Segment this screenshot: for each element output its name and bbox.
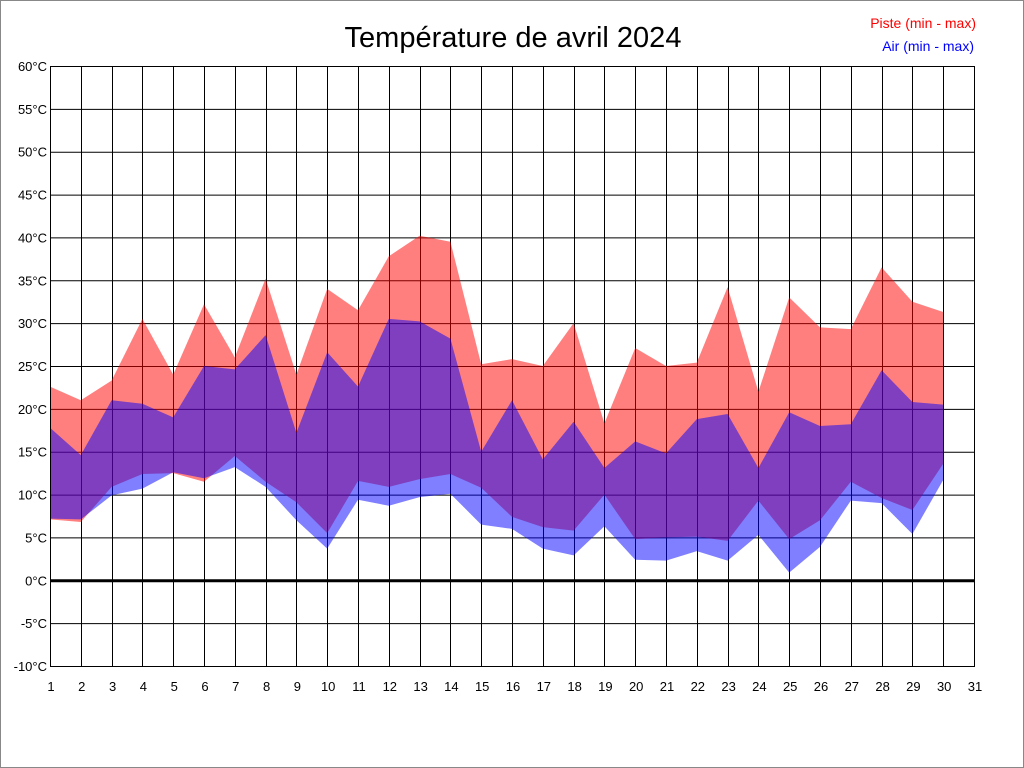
x-tick-label: 28 bbox=[875, 679, 889, 694]
x-tick-label: 3 bbox=[109, 679, 116, 694]
y-tick-label: 15°C bbox=[18, 445, 47, 460]
x-tick-label: 16 bbox=[506, 679, 520, 694]
series-areas bbox=[50, 235, 944, 573]
x-tick-label: 27 bbox=[845, 679, 859, 694]
y-tick-label: -5°C bbox=[21, 616, 47, 631]
y-tick-label: -10°C bbox=[14, 659, 47, 674]
x-tick-label: 30 bbox=[937, 679, 951, 694]
area-air bbox=[50, 318, 944, 573]
x-tick-label: 4 bbox=[140, 679, 147, 694]
x-tick-label: 5 bbox=[171, 679, 178, 694]
x-tick-label: 18 bbox=[567, 679, 581, 694]
x-axis-ticks: 1 2 3 4 5 6 7 8 9 10 11 12 13 14 15 16 17 18 19 20 21 22 23 24 2… bbox=[47, 679, 982, 694]
x-tick-label: 13 bbox=[413, 679, 427, 694]
x-tick-label: 23 bbox=[721, 679, 735, 694]
x-tick-label: 1 bbox=[47, 679, 54, 694]
y-axis-ticks: -10°C -5°C 0°C 5°C 10°C 15°C 20°C 25°C 30°C 35°C 4… bbox=[14, 59, 47, 674]
x-tick-label: 26 bbox=[814, 679, 828, 694]
x-tick-label: 8 bbox=[263, 679, 270, 694]
y-tick-label: 20°C bbox=[18, 402, 47, 417]
x-tick-label: 14 bbox=[444, 679, 458, 694]
y-tick-label: 0°C bbox=[25, 573, 47, 588]
y-tick-label: 50°C bbox=[18, 145, 47, 160]
x-tick-label: 25 bbox=[783, 679, 797, 694]
x-tick-label: 15 bbox=[475, 679, 489, 694]
y-tick-label: 35°C bbox=[18, 273, 47, 288]
y-tick-label: 40°C bbox=[18, 230, 47, 245]
y-tick-label: 30°C bbox=[18, 316, 47, 331]
x-tick-label: 9 bbox=[294, 679, 301, 694]
x-tick-label: 2 bbox=[78, 679, 85, 694]
x-tick-label: 29 bbox=[906, 679, 920, 694]
y-tick-label: 45°C bbox=[18, 188, 47, 203]
x-tick-label: 17 bbox=[537, 679, 551, 694]
y-tick-label: 25°C bbox=[18, 359, 47, 374]
x-tick-label: 24 bbox=[752, 679, 766, 694]
legend-piste: Piste (min - max) bbox=[870, 15, 976, 31]
y-tick-label: 5°C bbox=[25, 530, 47, 545]
x-tick-label: 7 bbox=[232, 679, 239, 694]
x-tick-label: 19 bbox=[598, 679, 612, 694]
x-tick-label: 6 bbox=[201, 679, 208, 694]
y-tick-label: 60°C bbox=[18, 59, 47, 74]
chart-title: Température de avril 2024 bbox=[345, 22, 682, 54]
x-tick-label: 21 bbox=[660, 679, 674, 694]
legend-air: Air (min - max) bbox=[882, 38, 974, 54]
x-tick-label: 11 bbox=[352, 679, 366, 694]
y-tick-label: 55°C bbox=[18, 102, 47, 117]
x-tick-label: 31 bbox=[968, 679, 982, 694]
y-tick-label: 10°C bbox=[18, 488, 47, 503]
x-tick-label: 12 bbox=[383, 679, 397, 694]
x-tick-label: 10 bbox=[321, 679, 335, 694]
x-tick-label: 22 bbox=[691, 679, 705, 694]
x-tick-label: 20 bbox=[629, 679, 643, 694]
axes bbox=[50, 66, 975, 667]
plot-border bbox=[50, 66, 975, 667]
